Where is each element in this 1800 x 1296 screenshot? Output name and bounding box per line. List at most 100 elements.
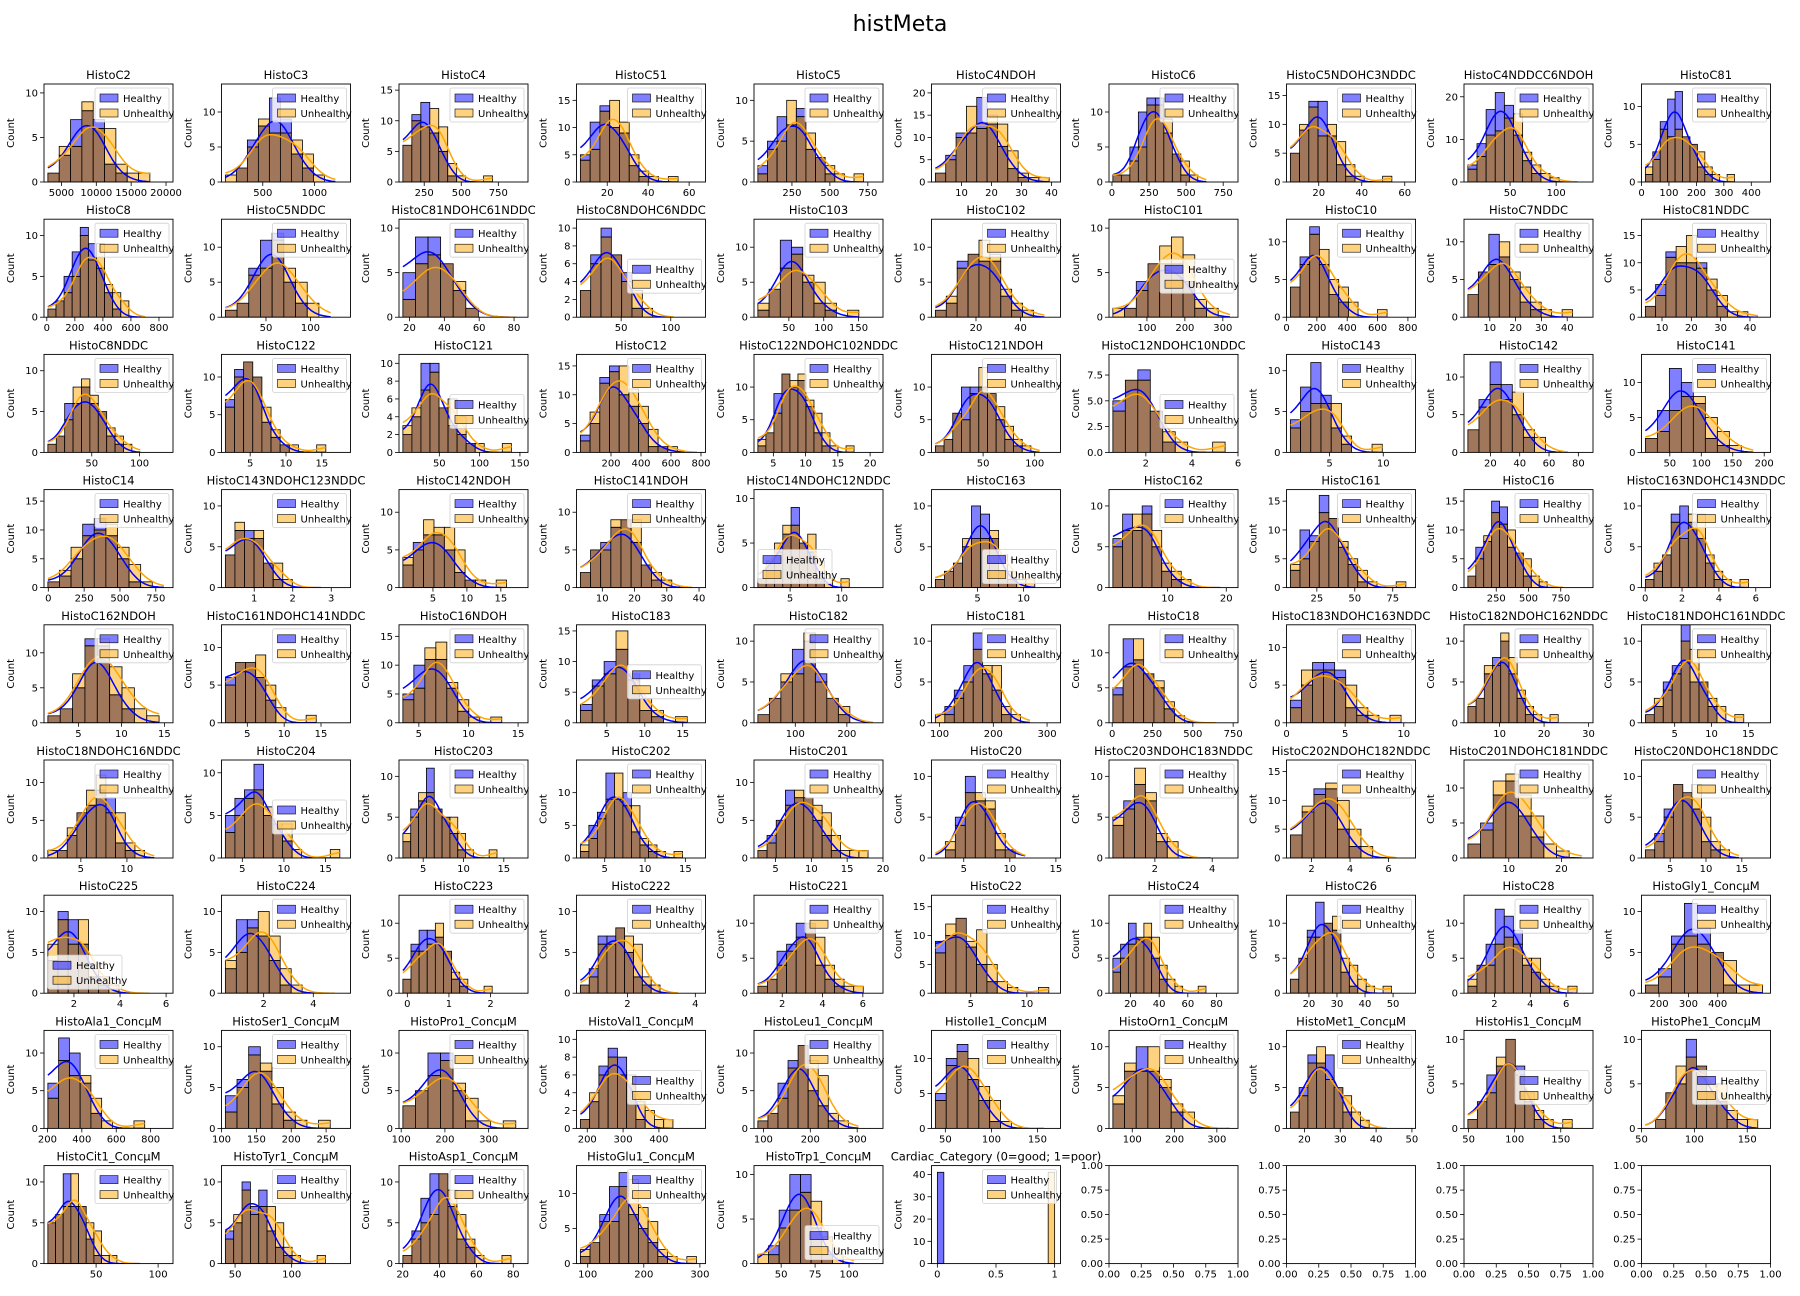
hist-bar-healthy [244,530,255,540]
subplot-title: HistoC203 [434,744,493,758]
subplot-title: HistoGlu1_ConcμM [587,1150,695,1164]
hist-bar-overlap [955,137,967,182]
axes-frame [753,624,884,724]
hist-bar-overlap [1289,1111,1300,1129]
kde-healthy [225,253,331,318]
hist-bar-overlap [81,110,94,182]
y-tick-label: 10 [1090,224,1103,235]
hist-bar-healthy [795,922,807,938]
legend-label: Healthy [1721,94,1760,105]
x-tick-label: 0.75 [1550,1270,1572,1281]
hist-bar-healthy [790,507,800,526]
x-tick-label: 4 [1716,594,1722,605]
x-tick-label: 50 [1406,1134,1419,1145]
legend-swatch-unhealthy [987,379,1006,388]
legend-swatch-unhealthy [454,649,474,659]
legend-label: Unhealthy [1721,1091,1772,1102]
hist-bar-overlap [441,816,451,858]
y-tick-label: 5 [564,150,570,161]
y-tick-label: 5 [387,689,393,700]
x-tick-label: 30 [1535,323,1548,334]
hist-bar-overlap [224,684,236,723]
subplot-title: HistoVal1_ConcμM [588,1014,694,1028]
hist-bar-unhealthy [79,1075,92,1084]
hist-bar-overlap [1492,794,1507,858]
y-tick-label: 10 [25,366,38,377]
legend-label: Healthy [833,1040,872,1051]
kde-healthy [402,121,493,182]
y-tick-label: 10 [380,772,393,783]
plot-area [1467,632,1559,723]
legend-label: Unhealthy [1188,280,1239,291]
legend-swatch-unhealthy [1697,514,1716,523]
hist-bar-overlap [1299,264,1311,318]
hist-bar-healthy [58,1037,70,1061]
legend-label: Unhealthy [1011,379,1062,390]
y-axis-label: Count [539,794,550,824]
axes-frame [1463,83,1594,183]
hist-bar-overlap [236,302,250,318]
hist-bar-unhealthy [991,665,1003,691]
subplot-31: 0 250 500 750051015HistoC14CountHealthyUnhe… [6,474,174,605]
y-tick-label: 4 [387,412,393,423]
subplot-67: 20 40 60 800510HistoC24CountHealthyUnhealth… [1071,879,1239,1010]
y-axis-label: Count [1426,253,1437,283]
plot-area [1644,235,1759,318]
y-tick-label: 0 [919,313,925,324]
x-tick-label: 500 [452,188,471,199]
y-tick-label: 10 [380,1049,393,1060]
axes-frame [1463,1165,1594,1265]
x-tick-label: 10 [1003,864,1016,875]
legend-label: Unhealthy [1366,920,1417,931]
legend-label: Unhealthy [301,244,352,255]
legend-swatch-healthy [99,1175,119,1184]
x-tick-label: 4 [692,999,698,1010]
hist-bar-healthy [1680,624,1691,642]
hist-bar-overlap [1194,307,1207,318]
axes-frame [753,218,884,318]
hist-bar-healthy [1315,901,1325,938]
y-tick-label: 0 [387,583,393,594]
subplot-83: 20 40 60 800510HistoAsp1_ConcμMCountHealthy… [361,1150,529,1281]
hist-bar-overlap [639,710,653,723]
hist-bar-healthy [241,1181,251,1191]
legend-swatch-unhealthy [1164,1055,1184,1064]
y-tick-label: 5 [742,137,748,148]
hist-bar-overlap [426,943,436,994]
legend-label: Unhealthy [1011,920,1062,931]
y-tick-label: 0 [1452,989,1458,1000]
legend-label: Unhealthy [1366,785,1417,796]
legend-swatch-unhealthy [1697,243,1716,253]
hist-bar-healthy [1491,500,1500,514]
subplot-title: HistoC5NDDC [246,203,325,217]
x-tick-label: 200 [38,1134,57,1145]
x-tick-label: 150 [1723,458,1742,469]
kde-healthy [225,1070,331,1129]
legend-label: Healthy [833,905,872,916]
y-tick-label: 10 [203,1042,216,1053]
y-tick-label: 5 [919,155,925,166]
x-tick-label: 2 [779,999,785,1010]
x-tick-label: 20 [970,323,983,334]
y-tick-label: 5 [387,813,393,824]
legend-swatch-healthy [1697,499,1716,508]
hist-bar-overlap [235,167,248,182]
legend-label: Healthy [656,265,695,276]
hist-bar-overlap [68,1075,81,1129]
hist-bar-overlap [791,673,805,723]
hist-bar-healthy [972,632,984,650]
axes-frame [43,353,174,453]
legend-swatch-unhealthy [277,1055,296,1064]
x-tick-label: 25 [1310,594,1323,605]
legend-label: Unhealthy [833,379,884,390]
legend-swatch-unhealthy [632,379,651,388]
legend-swatch-healthy [632,1175,651,1184]
hist-bar-unhealthy [1644,166,1654,175]
legend-swatch-unhealthy [1519,649,1539,659]
legend-swatch-healthy [632,1076,651,1085]
hist-bar-overlap [109,694,123,723]
y-tick-label: 5 [919,1089,925,1100]
